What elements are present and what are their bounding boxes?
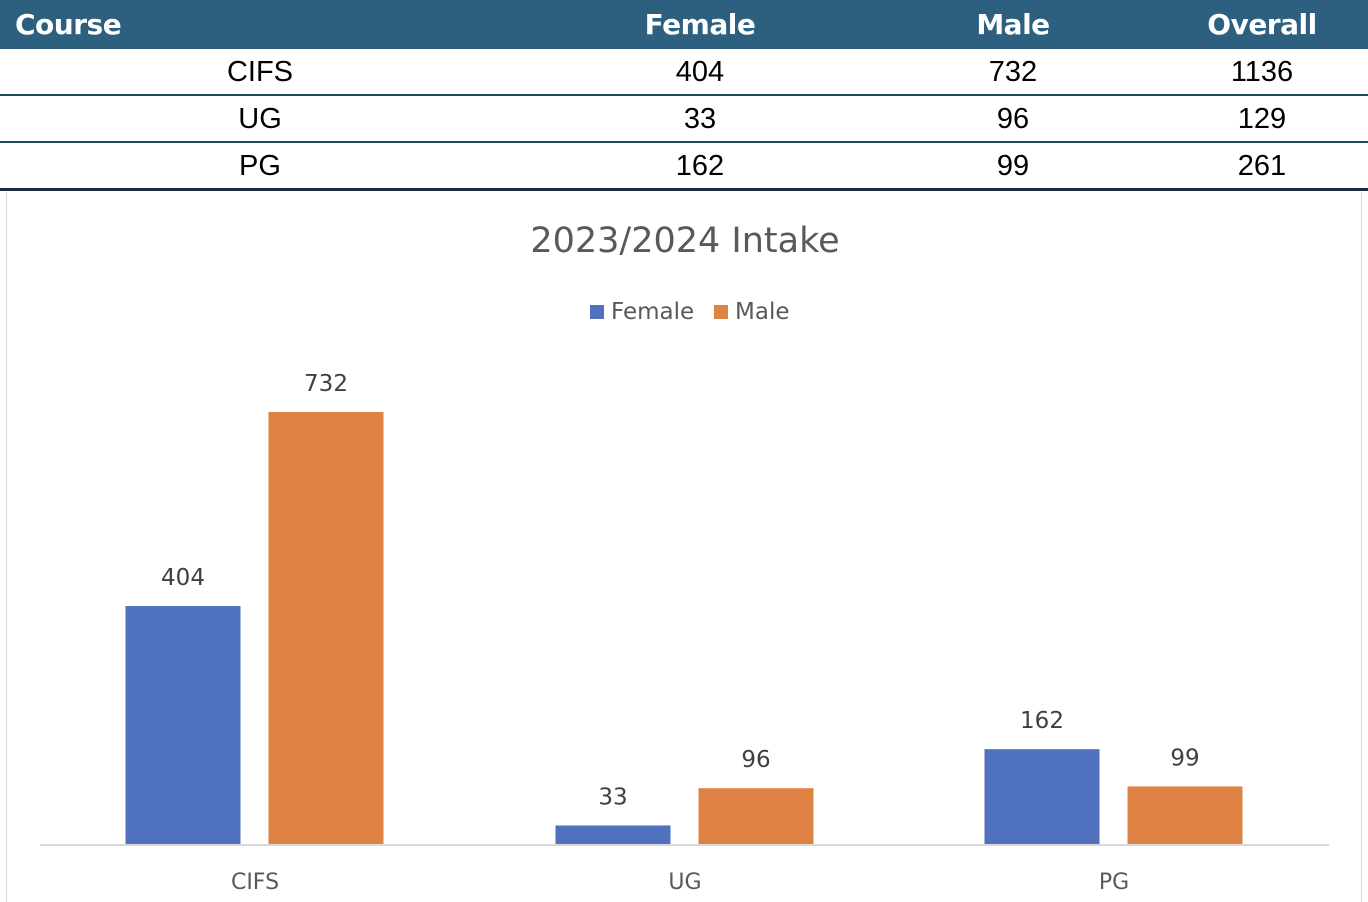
bar-male-ug [698,788,814,845]
category-labels-group: CIFS UG PG [231,870,1129,895]
bar-female-pg [984,749,1100,845]
cell-overall: 1136 [1230,56,1294,88]
data-label: 404 [161,565,205,591]
bar-male-cifs [268,412,384,845]
header-female: Female [644,8,756,41]
header-course: Course [15,8,122,41]
cell-course: CIFS [226,56,294,88]
data-label: 96 [741,747,770,773]
bar-female-cifs [125,606,241,845]
cell-male: 732 [988,56,1038,88]
data-label: 732 [304,371,348,397]
cell-female: 33 [683,103,717,135]
category-label: PG [1099,870,1129,895]
bars-group [125,412,1243,845]
data-label: 33 [598,784,627,810]
cell-course: UG [238,103,282,135]
header-overall: Overall [1207,8,1317,41]
chart-title: 2023/2024 Intake [530,221,839,261]
table-row: UG 33 96 129 [0,96,1368,143]
table-header-row: Course Female Male Overall [0,0,1368,49]
bar-male-pg [1127,786,1243,845]
chart-panel: 2023/2024 Intake Female Male 404 33 162 732 9… [6,192,1362,902]
legend-label-male: Male [735,299,789,325]
bar-female-ug [555,825,671,845]
cell-female: 162 [675,150,725,182]
legend-swatch-female [590,305,604,319]
cell-course: PG [239,150,281,182]
cell-overall: 261 [1237,150,1287,182]
header-male: Male [976,8,1050,41]
cell-overall: 129 [1237,103,1287,135]
table-row: CIFS 404 732 1136 [0,49,1368,96]
category-label: UG [668,870,701,895]
legend-label-female: Female [611,299,694,325]
data-labels-group: 404 33 162 732 96 99 [161,371,1200,810]
table-row: PG 162 99 261 [0,143,1368,191]
category-label: CIFS [231,870,279,895]
cell-female: 404 [675,56,725,88]
intake-bar-chart: 2023/2024 Intake Female Male 404 33 162 732 9… [40,221,1329,895]
data-label: 99 [1170,745,1199,771]
data-label: 162 [1020,708,1064,734]
chart-legend: Female Male [590,299,789,325]
intake-table: Course Female Male Overall CIFS 404 732 … [0,0,1368,191]
legend-swatch-male [714,305,728,319]
cell-male: 99 [996,150,1030,182]
cell-male: 96 [996,103,1030,135]
